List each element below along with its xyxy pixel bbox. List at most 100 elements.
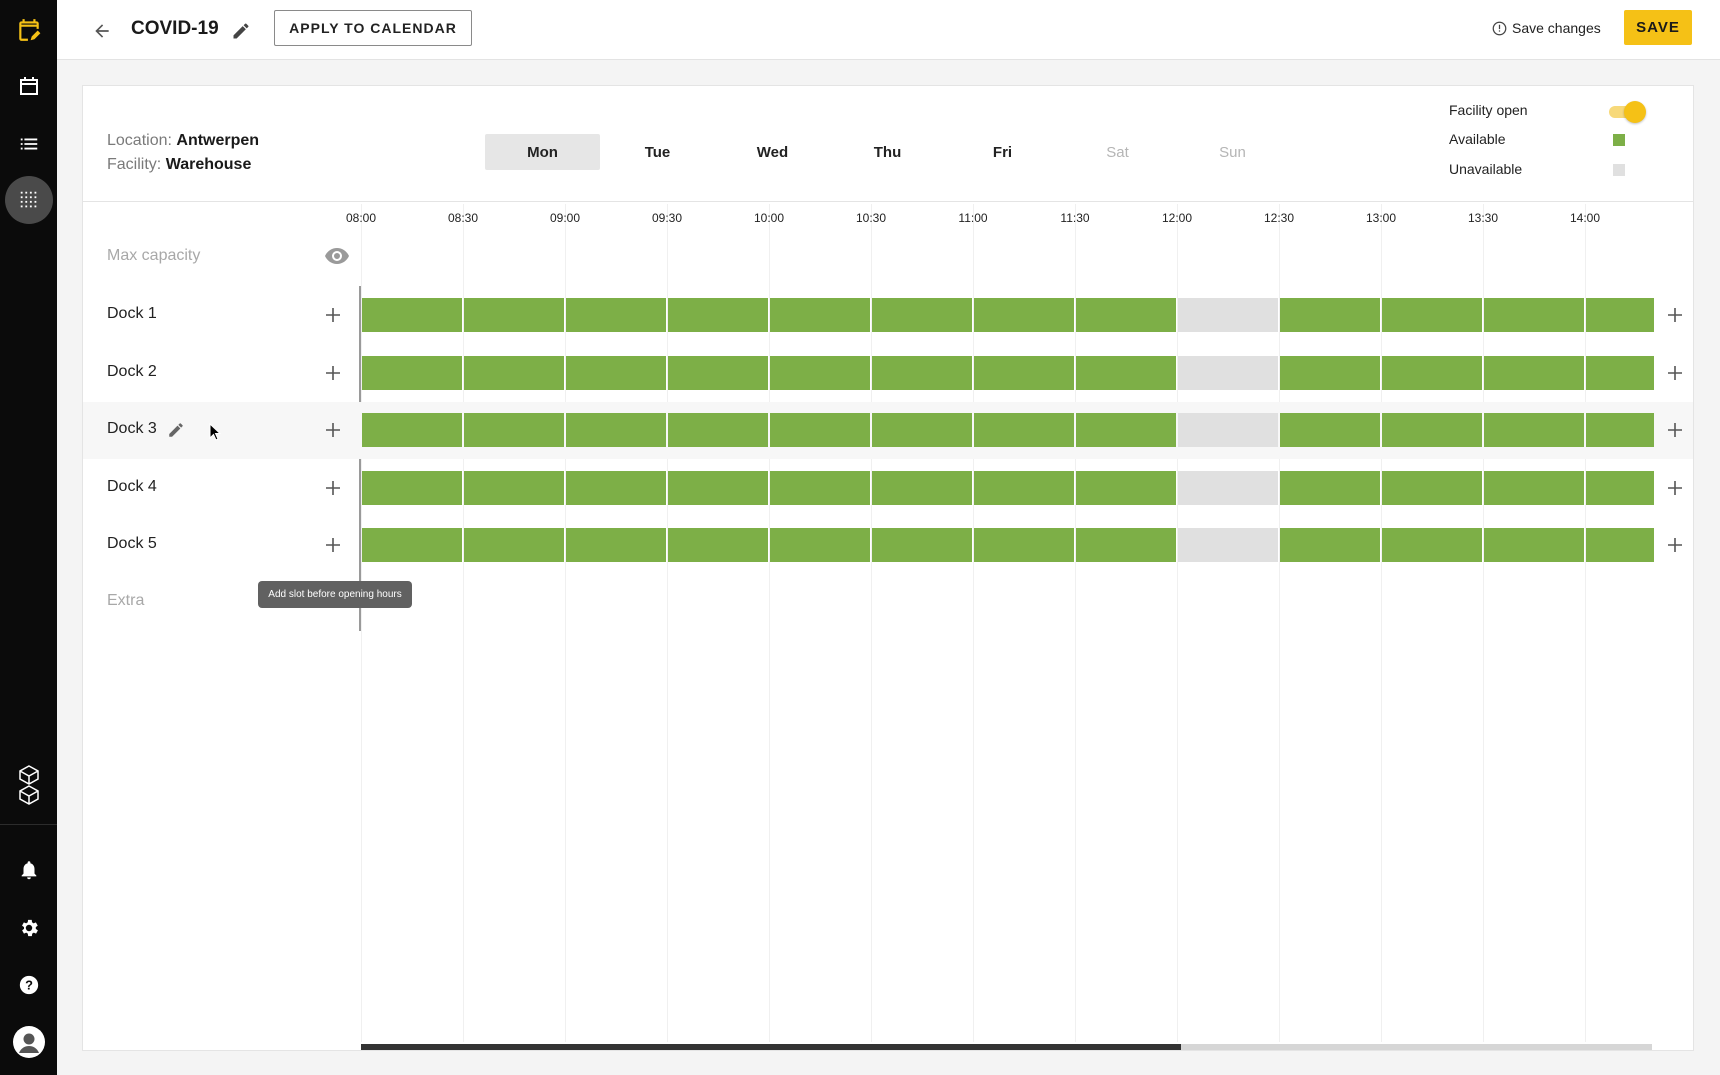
add-slot-after-plus-icon[interactable] [1663,418,1687,442]
time-slot-available[interactable] [1382,528,1482,562]
time-slot-available[interactable] [464,298,564,332]
time-slot-available[interactable] [1076,413,1176,447]
time-slot-unavailable[interactable] [1178,528,1278,562]
time-slot-available[interactable] [566,471,666,505]
time-slot-available[interactable] [872,298,972,332]
edit-title-pencil-icon[interactable] [229,19,253,43]
add-slot-before-plus-icon[interactable] [321,533,345,557]
bell-icon[interactable] [0,847,57,893]
time-slot-available[interactable] [668,528,768,562]
tab-thu[interactable]: Thu [873,143,902,161]
time-slot-available[interactable] [1586,413,1654,447]
add-slot-after-plus-icon[interactable] [1663,303,1687,327]
apply-to-calendar-button[interactable]: APPLY TO CALENDAR [274,10,472,46]
tab-mon[interactable]: Mon [485,134,600,170]
time-slot-available[interactable] [362,528,462,562]
time-slot-available[interactable] [1382,298,1482,332]
time-slot-available[interactable] [1280,298,1380,332]
scrollbar-thumb[interactable] [361,1044,1181,1050]
back-arrow-icon[interactable] [89,18,115,44]
time-slot-available[interactable] [464,528,564,562]
add-slot-before-plus-icon[interactable] [321,476,345,500]
time-slot-available[interactable] [1076,528,1176,562]
help-icon[interactable]: ? [0,962,57,1008]
time-slot-available[interactable] [1382,356,1482,390]
time-slot-available[interactable] [1280,413,1380,447]
user-avatar-icon[interactable] [0,1019,57,1065]
add-slot-after-plus-icon[interactable] [1663,361,1687,385]
time-slot-available[interactable] [566,298,666,332]
time-slot-available[interactable] [1076,471,1176,505]
time-slot-available[interactable] [872,471,972,505]
tab-sun[interactable]: Sun [1219,143,1246,161]
time-slot-available[interactable] [1382,413,1482,447]
time-slot-available[interactable] [1586,528,1654,562]
time-slot-available[interactable] [362,298,462,332]
time-slot-available[interactable] [770,471,870,505]
time-slot-available[interactable] [668,356,768,390]
time-slot-available[interactable] [1586,471,1654,505]
dock-label[interactable]: Dock 1 [107,305,157,322]
time-slot-unavailable[interactable] [1178,413,1278,447]
time-slot-available[interactable] [1484,413,1584,447]
edit-dock-pencil-icon[interactable] [165,419,187,441]
time-slot-available[interactable] [464,356,564,390]
horizontal-scrollbar[interactable] [361,1044,1652,1050]
time-slot-available[interactable] [1280,356,1380,390]
time-slot-available[interactable] [362,413,462,447]
time-slot-available[interactable] [464,471,564,505]
time-slot-available[interactable] [668,471,768,505]
eye-icon[interactable] [323,246,351,266]
time-slot-available[interactable] [872,413,972,447]
time-slot-available[interactable] [1586,298,1654,332]
time-slot-available[interactable] [1280,471,1380,505]
time-slot-available[interactable] [566,356,666,390]
add-slot-before-plus-icon[interactable] [321,361,345,385]
time-slot-available[interactable] [872,356,972,390]
time-slot-available[interactable] [974,471,1074,505]
tab-wed[interactable]: Wed [756,143,789,161]
time-slot-available[interactable] [770,528,870,562]
dock-label[interactable]: Dock 3 [107,420,157,437]
cube-stack-icon[interactable] [0,760,57,810]
time-slot-available[interactable] [362,471,462,505]
time-slot-available[interactable] [1484,471,1584,505]
time-slot-available[interactable] [1076,298,1176,332]
time-slot-available[interactable] [1484,298,1584,332]
add-slot-before-plus-icon[interactable] [321,418,345,442]
facility-open-toggle[interactable] [1606,101,1646,123]
time-slot-available[interactable] [362,356,462,390]
add-slot-after-plus-icon[interactable] [1663,476,1687,500]
time-slot-available[interactable] [566,413,666,447]
time-slot-available[interactable] [770,413,870,447]
time-slot-available[interactable] [974,528,1074,562]
time-slot-available[interactable] [872,528,972,562]
time-slot-available[interactable] [770,356,870,390]
calendar-edit-icon[interactable] [0,7,57,53]
time-slot-available[interactable] [668,298,768,332]
add-slot-before-plus-icon[interactable] [321,303,345,327]
time-slot-available[interactable] [974,413,1074,447]
tab-tue[interactable]: Tue [644,143,671,161]
time-slot-available[interactable] [1280,528,1380,562]
time-slot-available[interactable] [770,298,870,332]
time-slot-available[interactable] [566,528,666,562]
dock-label[interactable]: Dock 4 [107,478,157,495]
time-slot-unavailable[interactable] [1178,356,1278,390]
time-slot-unavailable[interactable] [1178,471,1278,505]
time-slot-available[interactable] [974,356,1074,390]
time-slot-available[interactable] [1076,356,1176,390]
time-slot-available[interactable] [464,413,564,447]
dock-label[interactable]: Dock 2 [107,363,157,380]
gear-icon[interactable] [0,905,57,951]
add-slot-after-plus-icon[interactable] [1663,533,1687,557]
time-slot-available[interactable] [1586,356,1654,390]
time-slot-unavailable[interactable] [1178,298,1278,332]
grid-icon[interactable] [0,176,57,224]
list-icon[interactable] [0,121,57,167]
time-slot-available[interactable] [1484,356,1584,390]
time-slot-available[interactable] [668,413,768,447]
save-button[interactable]: SAVE [1624,10,1692,45]
calendar-icon[interactable] [0,63,57,109]
time-slot-available[interactable] [1484,528,1584,562]
